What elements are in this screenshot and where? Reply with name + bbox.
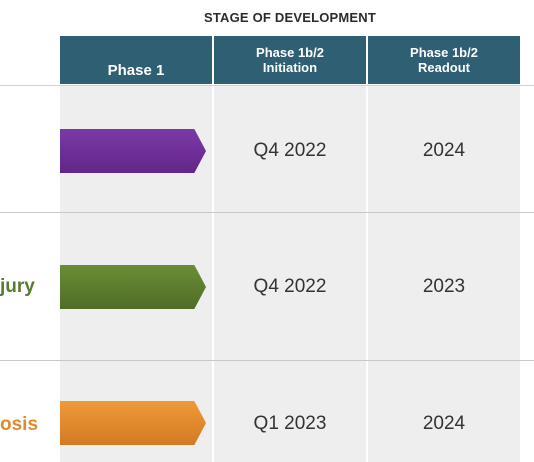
header-readout-line2: Readout xyxy=(418,60,470,75)
header-initiation-line2: Initiation xyxy=(262,60,318,75)
header-initiation-line1: Phase 1b/2 xyxy=(256,45,324,60)
row-3-readout: 2024 xyxy=(422,413,466,434)
phase-progress-arrow-row-1 xyxy=(60,129,206,173)
column-initiation xyxy=(214,86,366,462)
header-phase-1b2-initiation: Phase 1b/2 Initiation xyxy=(214,36,366,84)
phase-progress-arrow-row-2 xyxy=(60,265,206,309)
header-readout-line1: Phase 1b/2 xyxy=(410,45,478,60)
row-divider-1 xyxy=(0,212,534,213)
header-divider xyxy=(0,85,534,86)
phase-progress-arrow-row-3 xyxy=(60,401,206,445)
row-2-label: jury xyxy=(0,276,35,297)
row-1-initiation: Q4 2022 xyxy=(253,140,327,161)
row-1-readout: 2024 xyxy=(422,140,466,161)
row-2-initiation: Q4 2022 xyxy=(253,276,327,297)
header-phase-1-label: Phase 1 xyxy=(107,62,165,79)
row-2-readout: 2023 xyxy=(422,276,466,297)
stage-of-development-title: STAGE OF DEVELOPMENT xyxy=(203,10,377,25)
row-divider-2 xyxy=(0,360,534,361)
header-phase-1: Phase 1 xyxy=(60,36,212,84)
column-readout xyxy=(368,86,520,462)
header-phase-1b2-readout: Phase 1b/2 Readout xyxy=(368,36,520,84)
row-3-label: osis xyxy=(0,414,39,435)
row-3-initiation: Q1 2023 xyxy=(253,413,327,434)
